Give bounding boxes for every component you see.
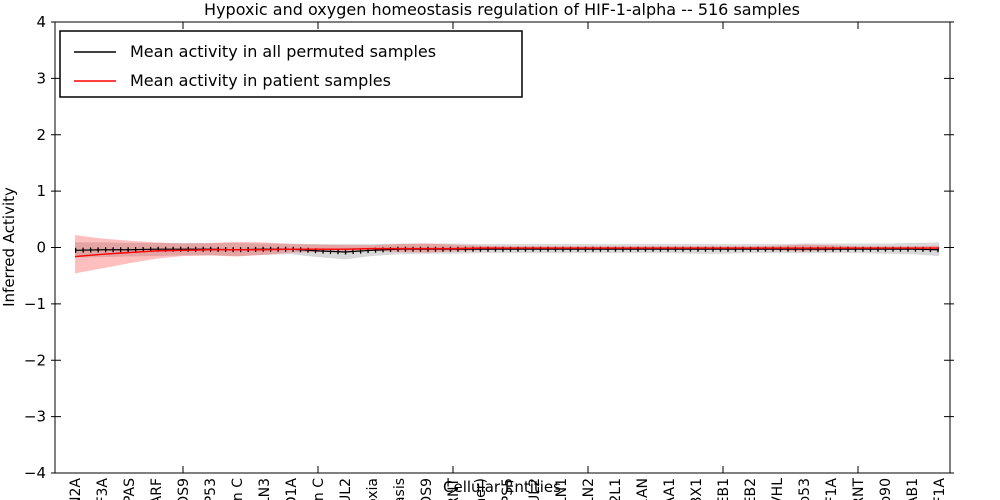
y-tick-label: 3	[36, 69, 46, 87]
x-tick-label: RBX1	[689, 478, 705, 500]
y-tick-label: 2	[36, 126, 46, 144]
x-tick-label: VHL/Elongin B/Elongin C/RBX1/CUL2/HIF1A	[932, 478, 948, 500]
axis-ticks	[51, 21, 954, 474]
permuted-line-markers	[74, 246, 940, 255]
y-tick-label: −4	[24, 464, 46, 482]
x-tick-label: HIF1A/JAB1	[905, 478, 921, 500]
patient-band	[75, 235, 939, 274]
legend: Mean activity in all permuted samples Me…	[59, 30, 523, 98]
legend-entry-patient: Mean activity in patient samples	[74, 71, 391, 90]
x-tick-label: HIF3A	[95, 478, 111, 500]
legend-label-permuted: Mean activity in all permuted samples	[130, 42, 436, 61]
chart-title: Hypoxic and oxygen homeostasis regulatio…	[204, 0, 800, 19]
y-tick-label: 0	[36, 239, 46, 257]
x-tick-label: oxygen homeostasis	[392, 478, 408, 500]
x-tick-label: RACK1/Elongin B/Elongin C	[311, 478, 327, 500]
x-tick-label: HIF1AN	[635, 478, 651, 500]
x-tick-label: HIF1A/p19ARF	[149, 478, 165, 500]
x-tick-label: HIF1A/RACK1/Elongin B/Elongin C	[230, 478, 246, 500]
x-tick-label: TCEB1	[716, 478, 732, 500]
x-tick-label: ARNT/IPAS	[122, 478, 138, 500]
y-tick-label: 4	[36, 13, 46, 31]
x-tick-label: VHL	[770, 478, 786, 500]
x-tick-label: HIF1A	[824, 478, 840, 500]
x-tick-label: EGLN3	[257, 478, 273, 500]
x-tick-label: ARNT	[446, 478, 462, 500]
x-tick-label: GNB2L1	[608, 478, 624, 500]
x-tick-label: response to hypoxia	[365, 478, 381, 500]
x-tick-label: TCEB2	[743, 478, 759, 500]
x-tick-labels: CDKN2A HIF3A ARNT/IPAS HIF1A/p19ARF PHD1-3/O…	[68, 478, 948, 500]
y-axis-label: Inferred Activity	[0, 187, 18, 307]
y-tick-label: 1	[36, 182, 46, 200]
permuted-band	[75, 242, 939, 260]
y-tick-label: −3	[24, 408, 46, 426]
x-tick-label: EGLN2	[581, 478, 597, 500]
legend-box	[59, 30, 523, 98]
x-axis-label: Cellular Entities	[443, 478, 561, 496]
patient-mean-line	[74, 247, 939, 258]
y-tick-label: −2	[24, 351, 46, 369]
x-tick-label: CDKN2A	[68, 478, 84, 500]
legend-entry-permuted: Mean activity in all permuted samples	[74, 42, 436, 61]
data-lines	[74, 246, 940, 258]
uncertainty-bands	[75, 235, 939, 274]
x-tick-label: OS9	[419, 478, 435, 500]
legend-label-patient: Mean activity in patient samples	[130, 71, 391, 90]
y-tick-label: −1	[24, 295, 46, 313]
x-tick-label: HIF1A/Hsp90	[878, 478, 894, 500]
x-tick-label: CUL2	[527, 478, 543, 500]
x-tick-label: HSP90AA1	[662, 478, 678, 500]
x-tick-label: EGLN1	[554, 478, 570, 500]
x-tick-label: TP53	[203, 478, 219, 500]
x-tick-label: ARD1A	[284, 478, 300, 500]
x-tick-label: PHD1-3/OS9	[176, 478, 192, 500]
x-tick-label: HIF1A/p53	[797, 478, 813, 500]
x-tick-label: VHL/Elongin B/Elongin C/RBX1/CUL2	[338, 478, 354, 500]
y-tick-labels: −4 −3 −2 −1 0 1 2 3 4	[24, 13, 46, 482]
x-tick-label: HIF1A/ARNT	[851, 478, 867, 500]
x-tick-label: COPS5	[500, 478, 516, 500]
x-tick-label: FIH (dimer)	[473, 478, 489, 500]
